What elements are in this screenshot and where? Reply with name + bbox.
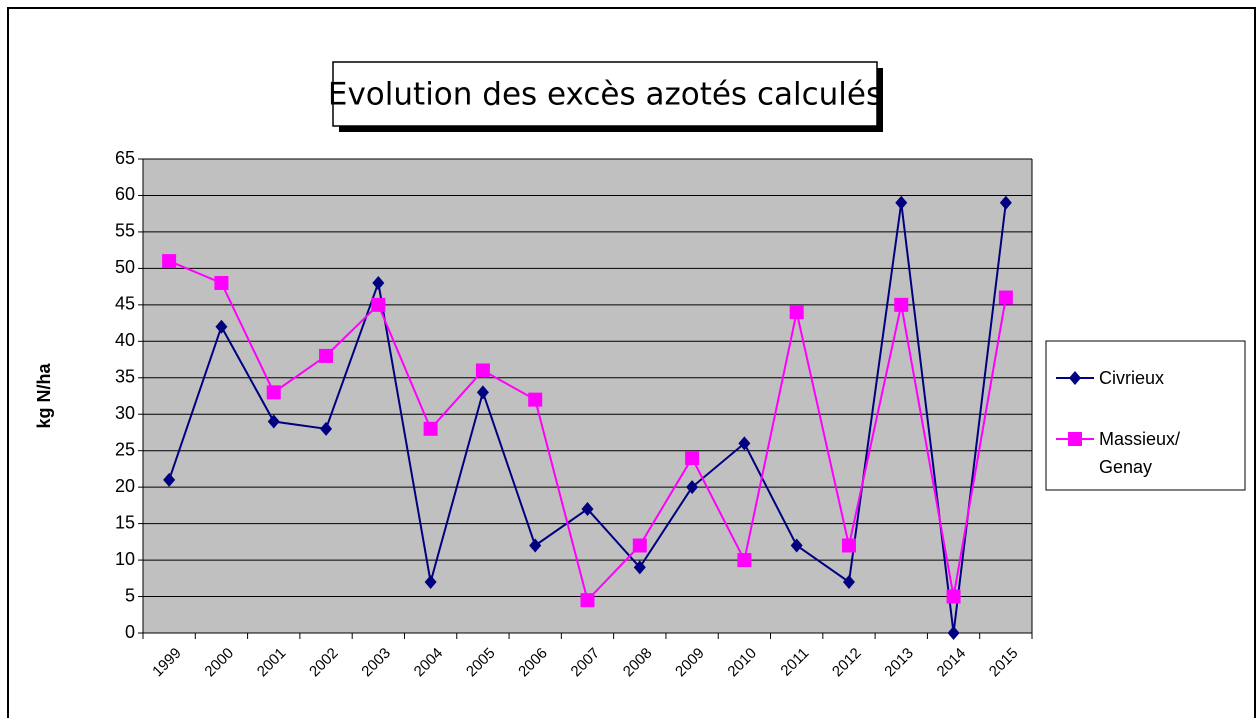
point: [737, 553, 752, 568]
point: [1068, 432, 1082, 446]
point: [1069, 371, 1081, 385]
legend-label: Civrieux: [1099, 368, 1165, 388]
point: [894, 297, 909, 312]
y-tick-label: 10: [115, 549, 135, 569]
point: [162, 254, 177, 269]
point: [215, 319, 228, 334]
x-tick-label: 2011: [777, 645, 812, 680]
point: [790, 538, 803, 553]
y-tick-label: 20: [115, 476, 135, 496]
x-tick-label: 2014: [934, 645, 970, 681]
x-tick-label: 2000: [201, 645, 237, 681]
y-tick-label: 35: [115, 367, 135, 387]
point: [789, 305, 804, 320]
legend-box: [1045, 340, 1246, 491]
y-tick-label: 60: [115, 184, 135, 204]
x-tick-label: 2003: [358, 645, 394, 681]
y-tick-label: 40: [115, 330, 135, 350]
point: [476, 385, 489, 400]
x-tick-label: 2004: [411, 645, 447, 681]
point: [581, 502, 594, 517]
plot-area: [143, 159, 1032, 633]
y-tick-label: 55: [115, 221, 135, 241]
point: [424, 574, 437, 589]
point: [475, 363, 490, 378]
point: [163, 472, 176, 487]
point: [529, 538, 542, 553]
y-tick-label: 0: [125, 622, 135, 642]
x-tick-label: 2002: [306, 645, 342, 681]
point: [319, 348, 334, 363]
x-tick-label: 2010: [724, 645, 760, 681]
y-tick-label: 25: [115, 439, 135, 459]
point: [841, 538, 856, 553]
x-tick-label: 2015: [986, 645, 1022, 681]
x-tick-label: 2001: [254, 645, 290, 681]
y-tick-label: 30: [115, 403, 135, 423]
x-tick-label: 2009: [672, 645, 708, 681]
x-tick-label: 2012: [829, 645, 865, 681]
y-tick-label: 5: [125, 585, 135, 605]
point: [528, 392, 543, 407]
point: [633, 560, 646, 575]
point: [371, 297, 386, 312]
point: [423, 421, 438, 436]
point: [685, 450, 700, 465]
title-box: [332, 61, 878, 127]
point: [895, 195, 908, 210]
point: [947, 626, 960, 640]
point: [998, 290, 1013, 305]
point: [946, 589, 961, 604]
legend-entry: Civrieux: [1099, 368, 1165, 388]
x-tick-label: 2005: [463, 645, 499, 681]
point: [266, 385, 281, 400]
point: [632, 538, 647, 553]
point: [999, 195, 1012, 210]
x-tick-label: 2006: [515, 645, 551, 681]
y-axis-label: kg N/ha: [34, 363, 54, 429]
chart-title: Evolution des excès azotés calculés: [328, 77, 882, 113]
legend-entry: Massieux/ Genay: [1099, 429, 1181, 477]
x-tick-label: 2007: [568, 645, 604, 681]
point: [686, 480, 699, 495]
point: [738, 436, 751, 451]
x-tick-label: 2008: [620, 645, 656, 681]
frame: [7, 7, 1256, 718]
point: [267, 414, 280, 429]
y-tick-label: 15: [115, 512, 135, 532]
point: [842, 574, 855, 589]
y-tick-label: 45: [115, 294, 135, 314]
legend-label: Massieux/ Genay: [1099, 429, 1181, 477]
point: [580, 593, 595, 608]
x-tick-label: 2013: [881, 645, 917, 681]
y-tick-label: 50: [115, 257, 135, 277]
y-tick-label: 65: [115, 148, 135, 168]
plot: [143, 158, 1032, 634]
point: [320, 421, 333, 436]
x-tick-label: 1999: [149, 645, 185, 681]
point: [214, 275, 229, 290]
point: [372, 275, 385, 290]
